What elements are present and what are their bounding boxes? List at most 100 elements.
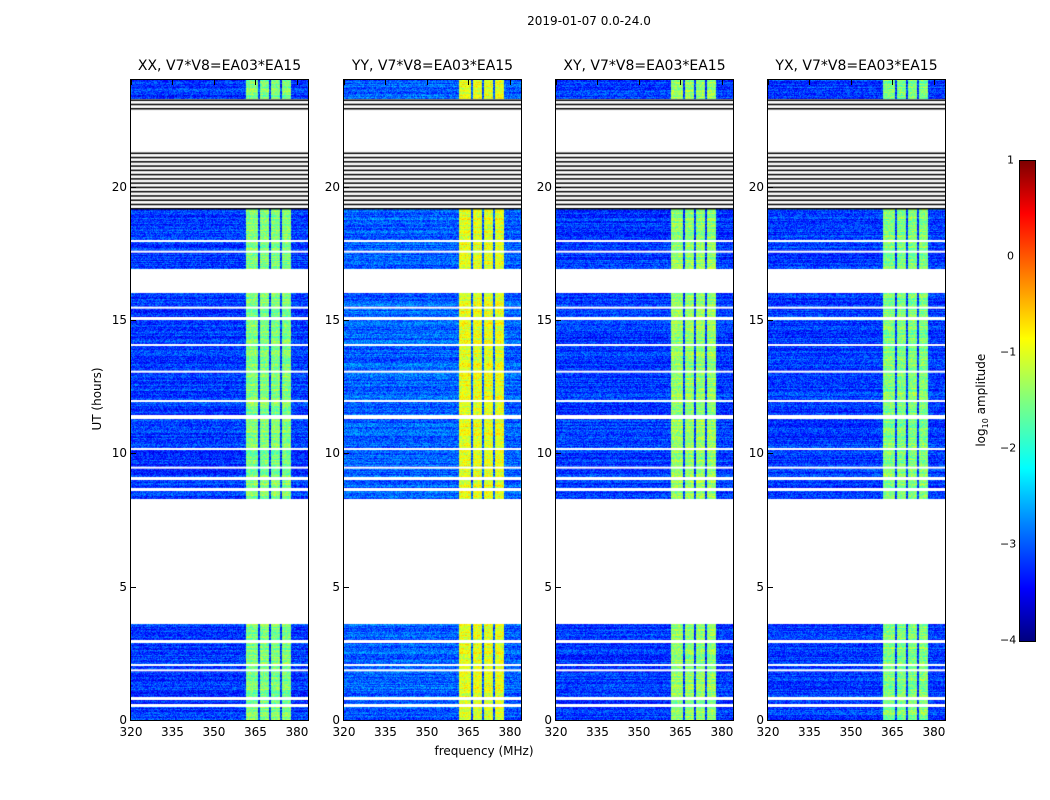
y-tick-mark	[768, 453, 773, 455]
y-tick-mark	[344, 453, 349, 455]
x-tick-label: 380	[710, 725, 734, 739]
y-tick-mark	[344, 586, 349, 588]
y-tick-mark	[768, 586, 773, 588]
x-tick-label: 320	[756, 725, 780, 739]
y-tick-mark	[344, 320, 349, 321]
y-tick-mark	[131, 586, 136, 588]
x-tick-mark	[468, 80, 470, 85]
x-tick-label: 350	[415, 725, 439, 739]
y-tick-label: 20	[111, 179, 127, 194]
y-tick-label: 20	[536, 179, 552, 194]
x-tick-label: 380	[498, 725, 522, 739]
x-tick-mark	[721, 80, 723, 85]
y-tick-label: 15	[748, 313, 764, 327]
x-tick-label: 365	[244, 725, 267, 739]
x-tick-label: 380	[922, 725, 946, 739]
y-tick-label: 10	[748, 446, 764, 461]
waterfall-panel: XX, V7*V8=EA03*EA15 320 335 350 365 380 0 5 10 15…	[112, 58, 309, 739]
x-tick-mark	[850, 80, 852, 85]
y-tick-label: 0	[544, 713, 552, 727]
y-tick-label: 0	[332, 713, 340, 727]
waterfall-panel: YY, V7*V8=EA03*EA15 320 335 350 365 380 0 5 10 15…	[325, 58, 522, 739]
y-tick-label: 10	[324, 446, 340, 461]
y-axis-label: UT (hours)	[90, 367, 104, 431]
x-tick-label: 365	[669, 725, 692, 739]
x-tick-mark	[296, 80, 298, 85]
waterfall-panel: XY, V7*V8=EA03*EA15 320 335 350 365 380 0 5 10 15…	[537, 58, 734, 739]
x-tick-mark	[680, 80, 682, 85]
x-tick-mark	[172, 80, 174, 85]
y-tick-mark	[556, 320, 561, 321]
y-tick-label: 5	[119, 579, 127, 594]
heatmap-image	[131, 80, 308, 720]
y-tick-mark	[131, 320, 136, 321]
x-tick-mark	[385, 80, 387, 85]
heatmap-image	[344, 80, 521, 720]
colorbar-label: log10 amplitude	[973, 353, 991, 447]
x-tick-label: 335	[586, 725, 609, 739]
x-tick-label: 320	[119, 725, 143, 739]
panel-title: XY, V7*V8=EA03*EA15	[563, 58, 726, 74]
y-tick-mark	[344, 186, 349, 188]
x-tick-mark	[933, 80, 935, 85]
x-tick-label: 380	[285, 725, 309, 739]
x-tick-label: 335	[798, 725, 821, 739]
y-tick-mark	[768, 720, 773, 721]
y-tick-label: 10	[111, 446, 127, 461]
y-tick-label: 0	[119, 713, 127, 727]
x-tick-mark	[597, 80, 599, 85]
y-tick-label: 10	[536, 446, 552, 461]
x-tick-mark	[768, 80, 769, 85]
x-tick-label: 350	[839, 725, 863, 739]
y-tick-mark	[556, 586, 561, 588]
colorbar-tick-label: −4	[1000, 633, 1017, 647]
y-tick-label: 5	[332, 579, 340, 594]
x-tick-mark	[213, 80, 215, 85]
y-tick-label: 15	[536, 313, 552, 327]
y-tick-mark	[556, 186, 561, 188]
y-tick-label: 5	[544, 579, 552, 594]
x-tick-label: 365	[881, 725, 904, 739]
colorbar-tick-label: −1	[1000, 345, 1017, 359]
x-tick-mark	[809, 80, 811, 85]
x-tick-mark	[892, 80, 894, 85]
x-tick-mark	[344, 80, 345, 85]
x-tick-label: 320	[332, 725, 356, 739]
y-tick-label: 15	[324, 313, 340, 327]
colorbar-tick-label: 1	[1007, 153, 1014, 167]
x-tick-label: 335	[161, 725, 184, 739]
x-axis-label: frequency (MHz)	[434, 744, 534, 758]
colorbar-tick-label: −3	[1000, 537, 1017, 551]
y-tick-mark	[131, 186, 136, 188]
y-tick-mark	[556, 453, 561, 455]
y-tick-mark	[131, 453, 136, 455]
x-tick-mark	[131, 80, 132, 85]
y-tick-mark	[556, 720, 561, 721]
x-tick-label: 320	[544, 725, 568, 739]
y-tick-label: 5	[756, 579, 764, 594]
heatmap-image	[768, 80, 945, 720]
x-tick-label: 365	[457, 725, 480, 739]
y-tick-label: 15	[111, 313, 127, 327]
x-tick-label: 350	[202, 725, 226, 739]
x-tick-label: 350	[627, 725, 651, 739]
y-tick-label: 0	[756, 713, 764, 727]
x-tick-mark	[426, 80, 428, 85]
x-tick-mark	[556, 80, 557, 85]
figure-title: 2019-01-07 0.0-24.0	[527, 14, 651, 28]
x-tick-mark	[509, 80, 511, 85]
x-tick-label: 335	[374, 725, 397, 739]
y-tick-mark	[768, 320, 773, 321]
y-tick-mark	[768, 186, 773, 188]
y-tick-label: 20	[324, 179, 340, 194]
panel-title: XX, V7*V8=EA03*EA15	[137, 58, 302, 74]
x-tick-mark	[638, 80, 640, 85]
panel-title: YY, V7*V8=EA03*EA15	[351, 58, 514, 74]
y-tick-mark	[131, 720, 136, 721]
waterfall-panel: YX, V7*V8=EA03*EA15 320 335 350 365 380 0 5 10 15…	[749, 58, 946, 739]
y-tick-label: 20	[748, 179, 764, 194]
colorbar-tick-label: 0	[1007, 249, 1014, 263]
colorbar-tick-label: −2	[1000, 441, 1017, 455]
x-tick-mark	[255, 80, 257, 85]
